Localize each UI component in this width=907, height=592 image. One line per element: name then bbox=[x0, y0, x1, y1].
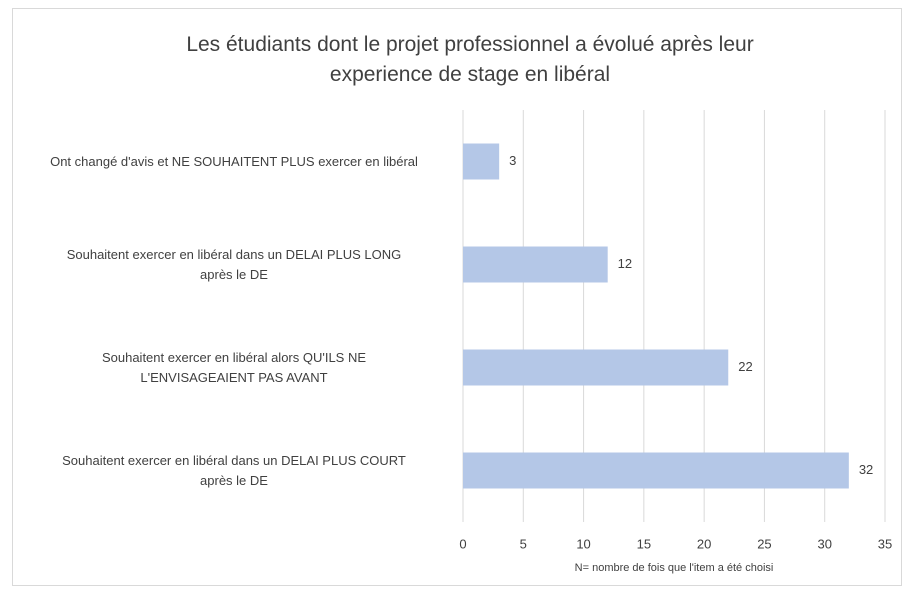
data-label: 12 bbox=[618, 256, 632, 271]
chart-frame bbox=[12, 8, 902, 586]
y-tick-label: Souhaitent exercer en libéral alors QU'I… bbox=[101, 349, 367, 385]
x-tick-label: 15 bbox=[637, 536, 651, 551]
bar bbox=[463, 349, 729, 386]
data-label: 3 bbox=[509, 153, 516, 168]
y-tick-label: Souhaitent exercer en libéral dans un DE… bbox=[62, 452, 406, 488]
data-label: 32 bbox=[859, 462, 873, 477]
x-tick-label: 0 bbox=[459, 536, 466, 551]
bar bbox=[463, 143, 500, 180]
data-label: 22 bbox=[738, 359, 752, 374]
x-tick-label: 25 bbox=[757, 536, 771, 551]
x-tick-label: 5 bbox=[520, 536, 527, 551]
y-tick-label: Ont changé d'avis et NE SOUHAITENT PLUS … bbox=[50, 153, 418, 169]
x-tick-label: 10 bbox=[576, 536, 590, 551]
bar bbox=[463, 452, 849, 489]
x-tick-label: 35 bbox=[878, 536, 892, 551]
x-axis-label: N= nombre de fois que l'item a été chois… bbox=[575, 562, 774, 574]
chart-title: Les étudiants dont le projet professionn… bbox=[186, 33, 754, 86]
x-tick-label: 20 bbox=[697, 536, 711, 551]
x-tick-label: 30 bbox=[817, 536, 831, 551]
y-tick-label: Souhaitent exercer en libéral dans un DE… bbox=[66, 246, 402, 282]
bar bbox=[463, 246, 608, 283]
